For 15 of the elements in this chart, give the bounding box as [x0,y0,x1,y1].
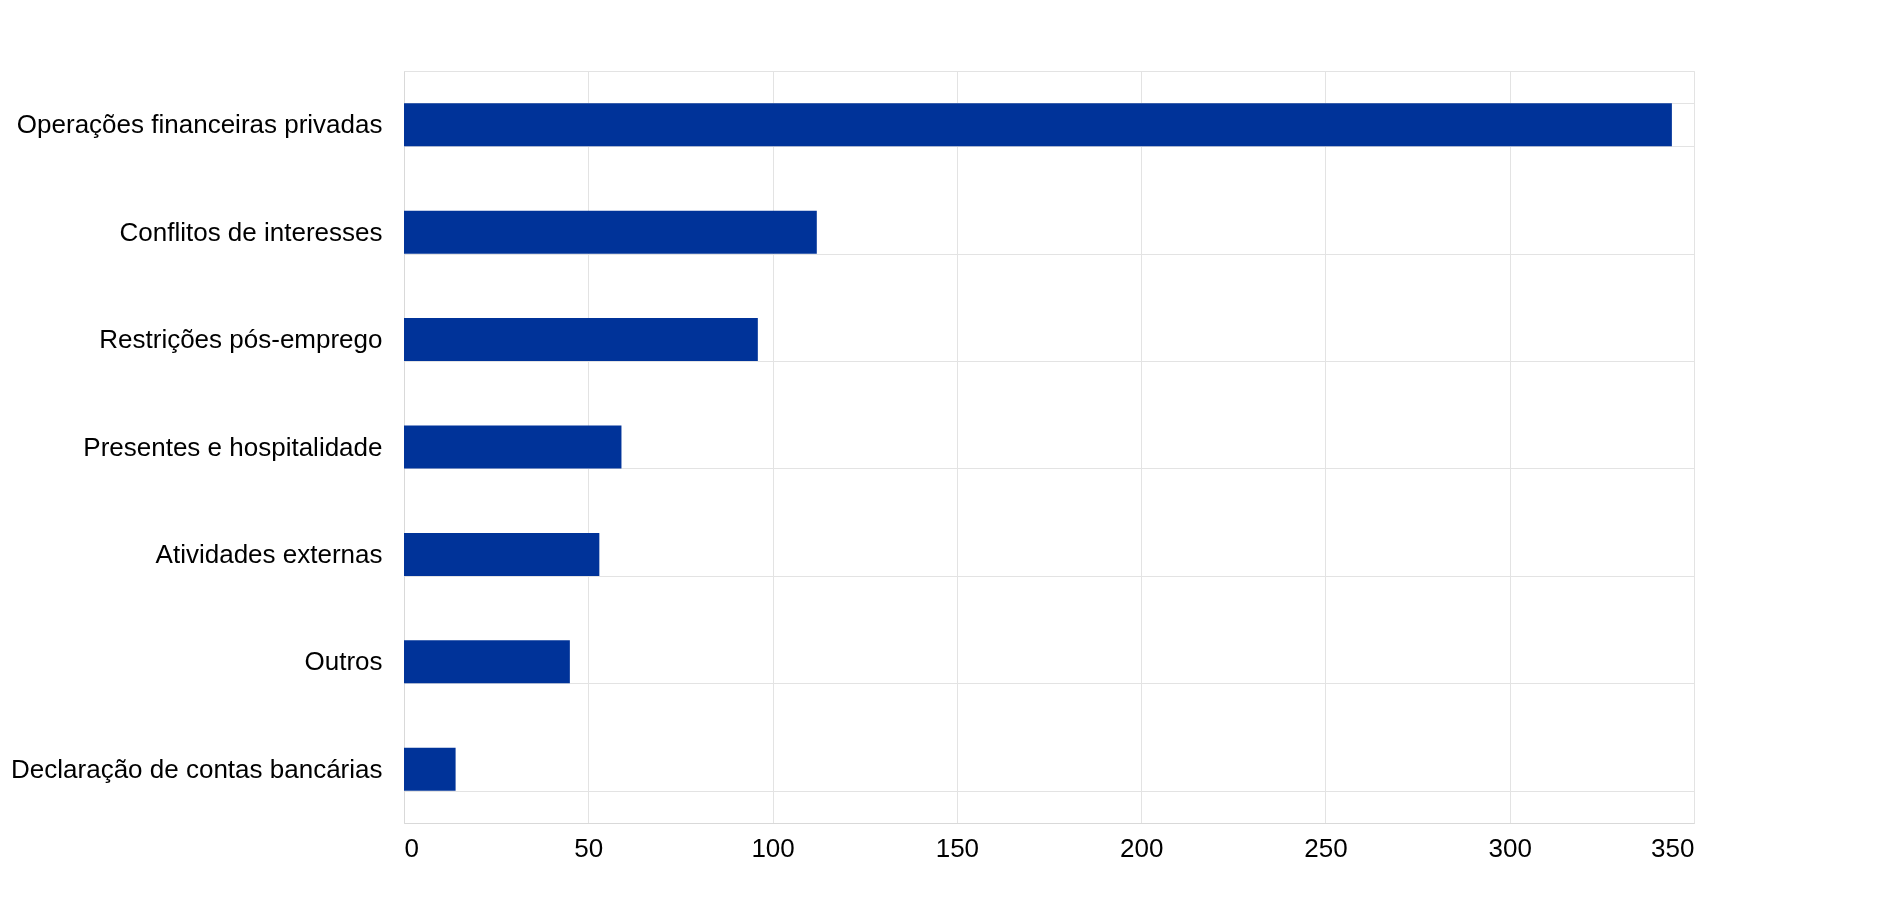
x-tick-label: 350 [1651,832,1695,863]
x-tick-label: 300 [1488,832,1532,863]
x-tick-label: 250 [1304,832,1348,863]
x-tick-label: 0 [404,832,419,863]
y-tick-label: Atividades externas [155,538,383,569]
x-tick-label: 200 [1119,832,1164,863]
x-tick-label: 150 [935,832,980,863]
y-tick-label: Restrições pós-emprego [99,324,383,355]
x-tick-label: 100 [751,832,795,863]
y-tick-label: Operações financeiras privadas [16,109,383,140]
y-tick-label: Conflitos de interesses [119,216,383,247]
x-tick-label: 50 [574,832,604,863]
y-tick-label: Outros [304,646,383,677]
y-tick-label: Presentes e hospitalidade [83,431,383,462]
y-tick-label: Declaração de contas bancárias [11,753,383,784]
